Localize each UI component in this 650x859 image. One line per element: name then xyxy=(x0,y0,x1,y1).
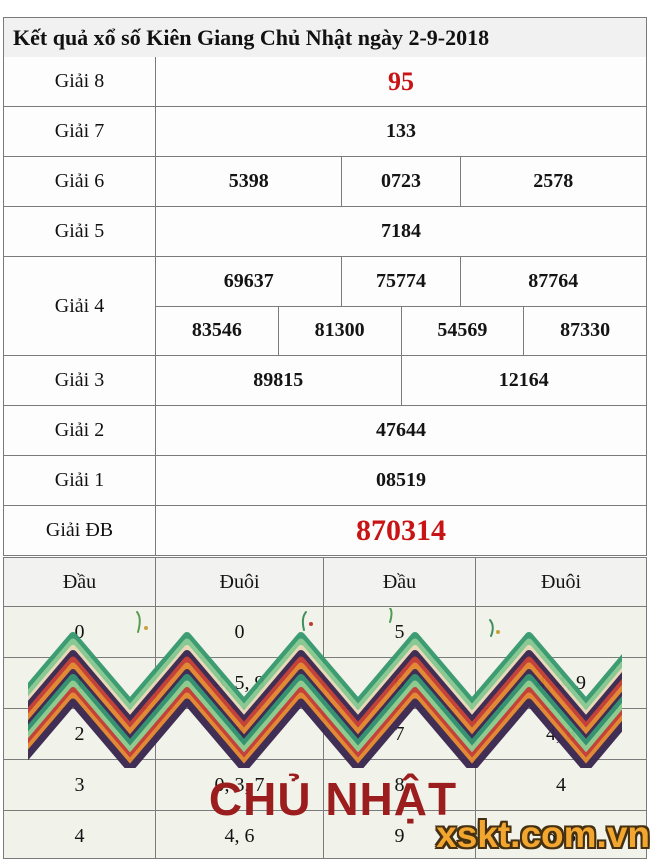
prize-values: 69637 75774 87764 83546 81300 54569 87330 xyxy=(156,257,646,355)
prize-value-line: 870314 xyxy=(156,506,646,555)
prize-row: Giải 1 08519 xyxy=(4,455,646,505)
results-table: Kết quả xổ số Kiên Giang Chủ Nhật ngày 2… xyxy=(3,17,647,556)
prize-row: Giải ĐB 870314 xyxy=(4,505,646,555)
headtail-header-cell: Đuôi xyxy=(541,570,581,593)
prize-values: 870314 xyxy=(156,506,646,555)
headtail-header-cell: Đuôi xyxy=(156,558,324,606)
tail-cell: 0 xyxy=(156,607,324,657)
tail-cell: 5, 8 xyxy=(546,824,576,847)
prize-value: 81300 xyxy=(277,306,401,355)
prize-label: Giải 6 xyxy=(4,157,156,206)
prize-value: 87330 xyxy=(523,306,646,355)
prize-label: Giải 7 xyxy=(4,107,156,156)
prize-values: 08519 xyxy=(156,456,646,505)
prize-row: Giải 5 7184 xyxy=(4,206,646,256)
page-title: Kết quả xổ số Kiên Giang Chủ Nhật ngày 2… xyxy=(4,18,646,57)
headtail-row: 4 4, 6 9 5, 8 xyxy=(4,810,646,858)
headtail-header-cell: Đầu xyxy=(324,558,476,606)
prize-value: 08519 xyxy=(376,469,426,491)
prize-values: 95 xyxy=(156,57,646,106)
prize-value-line: 95 xyxy=(156,57,646,106)
tail-cell: 3 xyxy=(156,709,324,759)
watermark-site-logo: xskt.com.vn xyxy=(436,814,650,855)
prize-value: 83546 xyxy=(191,319,242,342)
headtail-row: 2 3 7 4, 8 xyxy=(4,708,646,759)
head-cell: 2 xyxy=(4,709,156,759)
prize-value-line: 69637 75774 87764 xyxy=(156,257,646,306)
headtail-row: 1 4, 5, 9 6 4, 4, 9 xyxy=(4,657,646,708)
head-cell: 0 xyxy=(4,607,156,657)
prize-value: 7184 xyxy=(381,220,421,242)
prize-value-line: 5398 0723 2578 xyxy=(156,157,646,206)
tail-cell: 0, 3, 7 xyxy=(156,760,324,810)
prize-value: 69637 xyxy=(223,269,274,292)
prize-value-line: 47644 xyxy=(156,406,646,455)
head-cell: 6 xyxy=(324,658,476,708)
prize-value: 95 xyxy=(388,66,414,96)
prize-values: 89815 12164 xyxy=(156,356,646,405)
prize-label: Giải 1 xyxy=(4,456,156,505)
tail-cell: 4, 4, 9 xyxy=(536,671,586,694)
prize-values: 133 xyxy=(156,107,646,156)
prize-value-line: 83546 81300 54569 87330 xyxy=(156,305,646,355)
prize-values: 5398 0723 2578 xyxy=(156,157,646,206)
head-cell: 4 xyxy=(4,811,156,858)
tail-cell xyxy=(476,607,646,657)
prize-value: 133 xyxy=(386,120,416,142)
prize-value: 12164 xyxy=(400,356,647,405)
page-title-text: Kết quả xổ số Kiên Giang Chủ Nhật ngày 2… xyxy=(13,24,490,50)
prize-row: Giải 6 5398 0723 2578 xyxy=(4,156,646,206)
prize-value: 5398 xyxy=(228,170,269,192)
prize-value: 89815 xyxy=(253,369,304,391)
headtail-header-row: Đầu Đuôi Đầu Đuôi xyxy=(4,558,646,606)
watermark-day-label: CHỦ NHẬT xyxy=(208,773,458,825)
prize-value: 54569 xyxy=(400,306,524,355)
prize-label: Giải 2 xyxy=(4,406,156,455)
headtail-header-cell: Đầu xyxy=(4,558,156,606)
prize-values: 7184 xyxy=(156,207,646,256)
prize-value-line: 133 xyxy=(156,107,646,156)
head-cell: 1 xyxy=(4,658,156,708)
prize-row: Giải 3 89815 12164 xyxy=(4,355,646,405)
prize-value-line: 7184 xyxy=(156,207,646,256)
prize-label: Giải 5 xyxy=(4,207,156,256)
head-cell: 8 xyxy=(324,760,476,810)
prize-label: Giải 8 xyxy=(4,57,156,106)
prize-label: Giải 4 xyxy=(4,257,156,355)
prize-value: 2578 xyxy=(459,157,646,206)
head-cell: 7 xyxy=(324,709,476,759)
prize-value-line: 08519 xyxy=(156,456,646,505)
prize-row: Giải 2 47644 xyxy=(4,405,646,455)
prize-value: 0723 xyxy=(341,157,459,206)
prize-value: 47644 xyxy=(376,419,426,441)
prize-row: Giải 4 69637 75774 87764 83546 81300 54569 8733… xyxy=(4,256,646,355)
prize-row: Giải 7 133 xyxy=(4,106,646,156)
head-cell: 9 xyxy=(324,811,476,858)
prize-label: Giải 3 xyxy=(4,356,156,405)
tail-cell: 4, 8 xyxy=(546,722,576,745)
tail-cell: 4, 6 xyxy=(156,811,324,858)
prize-value: 75774 xyxy=(341,257,459,306)
prize-label: Giải ĐB xyxy=(4,506,156,555)
prize-value-line: 89815 12164 xyxy=(156,356,646,405)
head-cell: 3 xyxy=(4,760,156,810)
prize-values: 47644 xyxy=(156,406,646,455)
prize-value: 870314 xyxy=(356,513,446,547)
tail-cell: 4, 5, 9 xyxy=(156,658,324,708)
tail-cell: 4 xyxy=(556,773,566,796)
head-cell: 5 xyxy=(324,607,476,657)
prize-value: 87764 xyxy=(459,257,646,306)
prize-row: Giải 8 95 xyxy=(4,57,646,106)
